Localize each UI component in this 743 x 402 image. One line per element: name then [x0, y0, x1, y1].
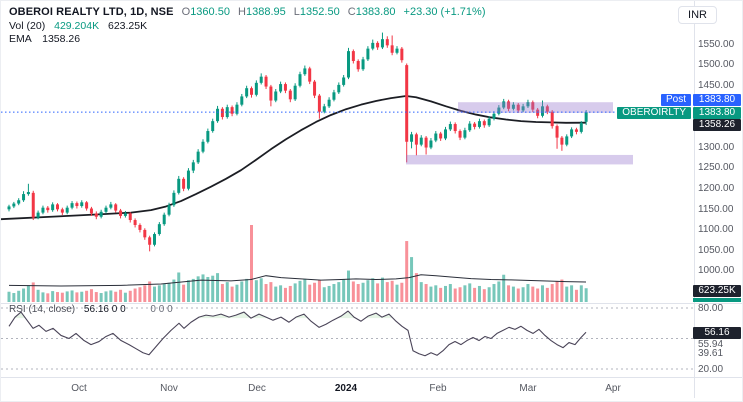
volume-ma-line: [8, 274, 587, 287]
ema-legend-row[interactable]: EMA 1358.26: [9, 33, 80, 45]
rsi-value-badge: 56.16: [691, 326, 741, 339]
close-value: 1383.80: [355, 6, 396, 18]
symbol-price-badge: OBEROIRLTY 1383.80: [617, 106, 741, 119]
price-tick-label: 1200.00: [698, 182, 735, 194]
rsi-tick-label: 20.00: [698, 364, 724, 375]
time-axis-label: Nov: [160, 383, 178, 394]
price-tick-label: 1300.00: [698, 141, 735, 153]
close-label: C: [347, 6, 356, 18]
ema-label: EMA: [9, 33, 32, 45]
time-axis-label: Apr: [605, 383, 621, 394]
high-label: H: [238, 6, 246, 18]
symbol-title: OBEROI REALTY LTD, 1D, NSE: [9, 6, 174, 18]
ema-value: 1358.26: [42, 33, 81, 45]
price-tick-label: 1050.00: [698, 244, 735, 256]
rsi-tick-label: 80.00: [698, 303, 724, 314]
candles-layer: [7, 32, 588, 252]
symbol-badge-label: OBEROIRLTY: [617, 106, 691, 119]
price-axis-separator: [694, 1, 695, 397]
time-axis-label: Dec: [248, 383, 266, 394]
volume-bars-layer: [7, 225, 588, 302]
time-axis-label: 2024: [334, 383, 358, 394]
rsi-values-secondary: 0 0 0: [150, 304, 173, 315]
rsi-overbought-fill: [14, 311, 394, 319]
volume-current-value: 429.204K: [54, 20, 100, 32]
symbol-badge-value: 1383.80: [693, 106, 741, 119]
volume-ma-value: 623.25K: [108, 20, 148, 32]
time-axis-label: Mar: [519, 383, 537, 394]
ema-badge-value: 1358.26: [693, 118, 741, 131]
post-badge-value: 1383.80: [693, 94, 741, 106]
volume-legend-row[interactable]: Vol (20) 429.204K 623.25K: [9, 20, 147, 32]
low-label: L: [293, 6, 300, 18]
rsi-legend-row[interactable]: RSI (14, close) 56.16 0 0 0 0 0: [9, 304, 173, 315]
rsi-tick-label: 55.94: [698, 339, 724, 350]
price-zone-rectangle[interactable]: [406, 154, 633, 165]
symbol-legend-row[interactable]: OBEROI REALTY LTD, 1D, NSE O1360.50 H138…: [9, 6, 485, 18]
price-zone-rectangle[interactable]: [458, 102, 613, 113]
rsi-tick-label: 39.61: [698, 348, 724, 359]
volume-ma-badge: 623.25K: [691, 285, 741, 297]
time-axis-label: Oct: [71, 383, 87, 394]
price-tick-label: 1450.00: [698, 79, 735, 91]
price-tick-label: 1250.00: [698, 162, 735, 174]
price-tick-label: 1000.00: [698, 265, 735, 277]
post-price-badge: Post 1383.80: [660, 94, 741, 106]
post-badge-label: Post: [660, 94, 691, 106]
rsi-label: RSI (14, close): [9, 304, 76, 315]
axis-corner: [694, 377, 742, 398]
rsi-values: 56.16 0 0: [83, 304, 126, 315]
currency-toggle-button[interactable]: INR: [678, 6, 717, 24]
rsi-badge-value: 56.16: [693, 326, 741, 339]
time-axis-label: Feb: [429, 383, 447, 394]
time-axis[interactable]: Oct Nov Dec 2024 Feb Mar Apr: [1, 377, 742, 398]
price-tick-label: 1100.00: [698, 224, 734, 236]
rsi-line: [8, 310, 587, 357]
volume-badge-value: 623.25K: [693, 285, 741, 297]
volume-rsi-pane-separator[interactable]: [1, 303, 742, 304]
open-label: O: [181, 6, 191, 18]
open-value: 1360.50: [190, 6, 230, 18]
price-tick-label: 1500.00: [698, 59, 735, 71]
price-tick-label: 1550.00: [698, 38, 735, 50]
volume-label: Vol (20): [9, 20, 46, 32]
price-tick-label: 1150.00: [698, 203, 734, 215]
ema-price-badge: 1358.26: [691, 118, 741, 131]
change-value: +23.30 (+1.71%): [403, 6, 486, 18]
volume-current-badge-clipped: [693, 298, 741, 302]
high-value: 1388.95: [245, 6, 286, 18]
low-value: 1352.50: [299, 6, 340, 18]
